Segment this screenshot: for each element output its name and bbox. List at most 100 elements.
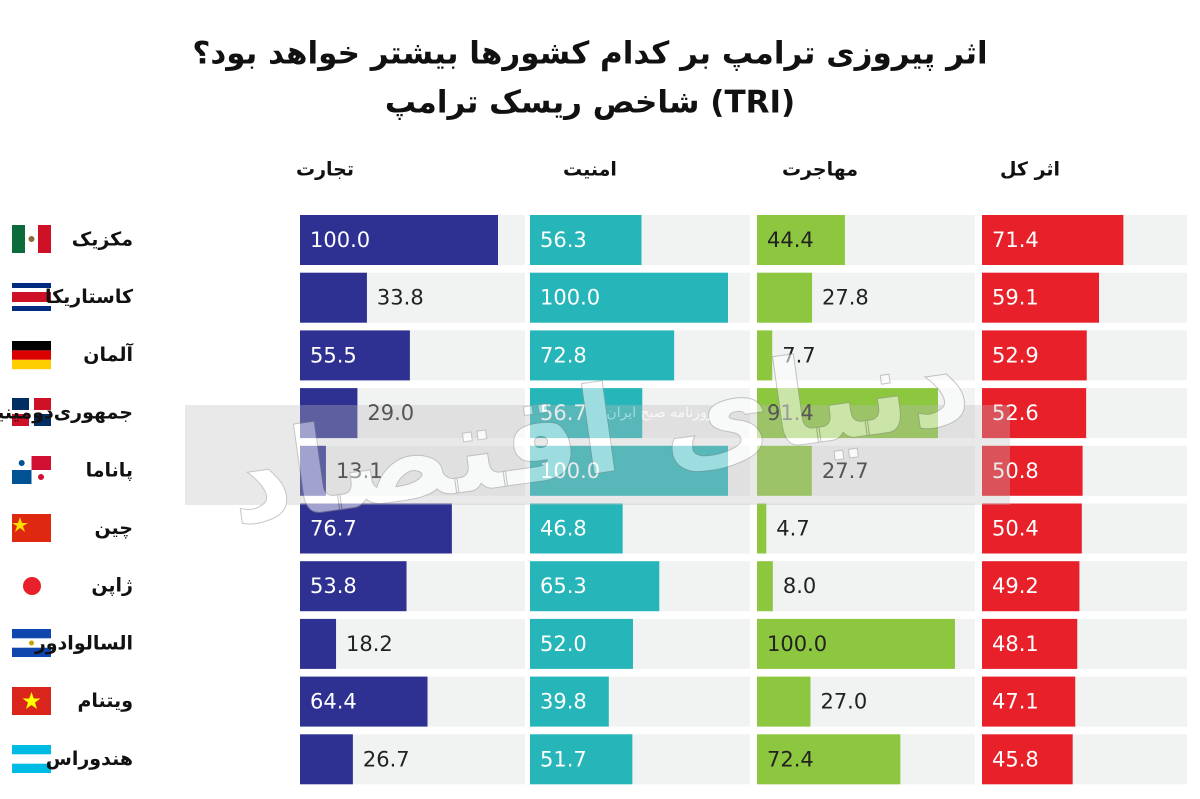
value-label: 33.8 xyxy=(377,286,424,310)
bar xyxy=(530,503,623,554)
value-label: 46.8 xyxy=(540,517,587,541)
value-label: 65.3 xyxy=(540,574,587,598)
value-label: 59.1 xyxy=(992,286,1039,310)
bar xyxy=(530,388,643,439)
country-label: ژاپن xyxy=(91,575,133,597)
bar xyxy=(757,618,955,669)
value-label: 64.4 xyxy=(310,690,357,714)
flag xyxy=(12,629,51,657)
value-label: 56.3 xyxy=(540,228,587,252)
bar xyxy=(300,561,407,612)
bar-track xyxy=(300,445,525,496)
chart-subtitle: شاخص ریسک ترامپ (TRI) xyxy=(385,85,795,121)
bar xyxy=(757,388,938,439)
bar xyxy=(982,618,1078,669)
column-header: مهاجرت xyxy=(782,159,858,181)
bar xyxy=(300,503,452,554)
watermark-note: روزنامه صبح ایران xyxy=(606,405,713,421)
value-label: 100.0 xyxy=(310,228,370,252)
bar xyxy=(300,618,337,669)
bar xyxy=(757,734,901,785)
value-label: 91.4 xyxy=(767,401,814,425)
value-label: 27.0 xyxy=(820,690,867,714)
bar xyxy=(530,215,642,265)
bar xyxy=(530,445,728,496)
bar xyxy=(757,215,845,265)
value-label: 29.0 xyxy=(367,401,414,425)
bar xyxy=(530,734,633,785)
value-label: 50.4 xyxy=(992,517,1039,541)
flag xyxy=(12,514,51,542)
country-label: هندوراس xyxy=(46,748,133,770)
country-label: کاستاریکا xyxy=(45,286,134,308)
country-label: مکزیک xyxy=(72,229,133,251)
value-label: 18.2 xyxy=(346,632,393,656)
value-label: 52.9 xyxy=(992,343,1039,367)
country-label: جمهوری‌دومینیکن xyxy=(0,402,133,424)
bar-track xyxy=(300,618,525,669)
column-header: اثر کل xyxy=(1000,159,1060,181)
flags xyxy=(12,225,51,773)
value-label: 50.8 xyxy=(992,459,1039,483)
chart-title: اثر پیروزی ترامپ بر کدام کشورها بیشتر خو… xyxy=(192,36,987,72)
bar-track xyxy=(757,503,975,554)
bar xyxy=(982,388,1087,439)
flag xyxy=(12,687,51,715)
value-label: 100.0 xyxy=(540,286,600,310)
value-label: 26.7 xyxy=(363,747,410,771)
bar xyxy=(982,272,1100,323)
bar xyxy=(530,618,633,669)
value-label: 71.4 xyxy=(992,228,1039,252)
bar xyxy=(300,734,353,785)
country-label: پاناما xyxy=(86,459,133,481)
flag xyxy=(12,456,51,484)
bar xyxy=(300,445,326,496)
bar xyxy=(300,215,498,265)
value-label: 100.0 xyxy=(540,459,600,483)
value-label: 39.8 xyxy=(540,690,587,714)
value-label: 52.0 xyxy=(540,632,587,656)
value-label: 52.6 xyxy=(992,401,1039,425)
bar xyxy=(300,330,410,381)
country-label: آلمان xyxy=(83,342,133,366)
bar xyxy=(757,503,767,554)
bar xyxy=(982,561,1080,612)
bar xyxy=(530,272,728,323)
bar xyxy=(757,330,773,381)
bar xyxy=(982,503,1082,554)
column-header: امنیت xyxy=(563,159,617,181)
value-label: 76.7 xyxy=(310,517,357,541)
bar xyxy=(982,445,1083,496)
value-label: 27.7 xyxy=(822,459,869,483)
value-label: 47.1 xyxy=(992,690,1039,714)
bar xyxy=(530,676,609,727)
value-label: 100.0 xyxy=(767,632,827,656)
value-label: 55.5 xyxy=(310,343,357,367)
bar xyxy=(982,676,1076,727)
flag xyxy=(12,341,51,370)
flag xyxy=(12,283,51,311)
value-label: 8.0 xyxy=(783,574,816,598)
bar-track xyxy=(757,561,975,612)
column-header: تجارت xyxy=(296,159,354,181)
value-label: 51.7 xyxy=(540,747,587,771)
bar-track xyxy=(757,330,975,381)
bar xyxy=(300,676,428,727)
bar xyxy=(530,330,675,381)
value-label: 72.8 xyxy=(540,343,587,367)
value-label: 27.8 xyxy=(822,286,869,310)
bar xyxy=(982,734,1073,785)
watermark-band xyxy=(185,405,1010,505)
country-label: السالوادور xyxy=(34,632,133,654)
bar xyxy=(300,272,367,323)
country-label: چین xyxy=(94,517,133,539)
bar xyxy=(757,676,811,727)
value-label: 53.8 xyxy=(310,574,357,598)
value-label: 44.4 xyxy=(767,228,814,252)
value-label: 7.7 xyxy=(782,343,815,367)
value-label: 4.7 xyxy=(776,517,809,541)
flag xyxy=(23,577,41,595)
flag xyxy=(12,398,51,426)
bar xyxy=(530,561,660,612)
